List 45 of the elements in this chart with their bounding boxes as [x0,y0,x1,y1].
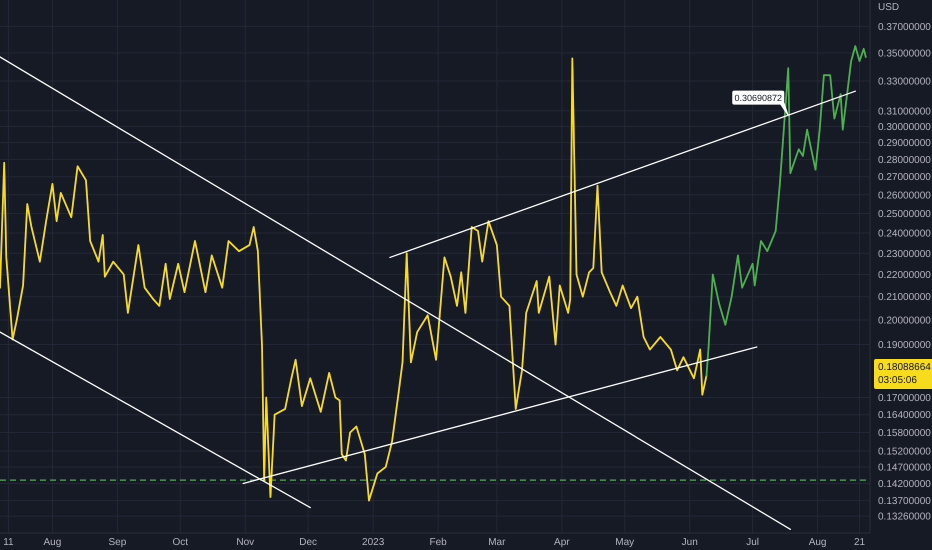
y-tick-label: 0.14200000 [878,478,932,490]
y-tick-label: 0.15200000 [878,446,932,458]
y-tick-label: 0.13260000 [878,512,932,523]
text: 0.18088664 [878,362,932,373]
line-series [706,45,867,377]
y-tick-label: 0.16400000 [878,410,932,422]
x-tick-label: Nov [236,537,254,548]
y-tick-label: 0.30000000 [878,122,932,133]
y-tick-label: 0.24000000 [878,228,932,240]
x-tick-label: 21 [854,537,866,548]
y-tick-label: 0.31000000 [878,106,932,118]
x-tick-label: Jul [746,537,759,548]
y-tick-label: 0.33000000 [878,76,932,88]
x-tick-label: Jun [682,537,698,548]
x-tick-label: Oct [172,537,188,548]
y-tick-label: 0.21000000 [878,292,932,304]
y-tick-label: 0.22000000 [878,270,932,281]
y-tick-label: 0.23000000 [878,248,932,260]
x-tick-label: Dec [299,537,318,548]
y-tick-label: 0.19000000 [878,340,932,351]
y-tick-label: 0.25000000 [878,208,932,220]
y-tick-label: 0.15800000 [878,428,932,439]
annotation: 0.30690872 [734,93,782,104]
y-tick-label: 0.29000000 [878,138,932,150]
x-tick-label: Aug [44,537,62,548]
y-axis-title: USD [878,2,900,13]
y-tick-label: 0.17000000 [878,393,932,404]
y-tick-label: 0.26000000 [878,190,932,202]
text: 03:05:06 [878,375,918,386]
x-tick-label: Aug [808,537,826,548]
x-tick-label: 2023 [362,537,385,548]
x-tick-label: May [615,537,634,548]
x-tick-label: Feb [430,537,448,548]
x-tick-label: Apr [554,537,570,548]
y-tick-label: 0.27000000 [878,172,932,184]
y-tick-label: 0.14700000 [878,462,932,474]
y-tick-label: 0.13700000 [878,496,932,508]
x-tick-label: Mar [488,537,506,548]
x-tick-label: 11 [3,537,14,548]
y-tick-label: 0.28000000 [878,154,932,166]
y-tick-label: 0.20000000 [878,315,932,326]
line-series [0,57,708,502]
y-tick-label: 0.35000000 [878,48,932,60]
x-tick-label: Sep [108,537,127,548]
y-tick-label: 0.37000000 [878,22,932,33]
